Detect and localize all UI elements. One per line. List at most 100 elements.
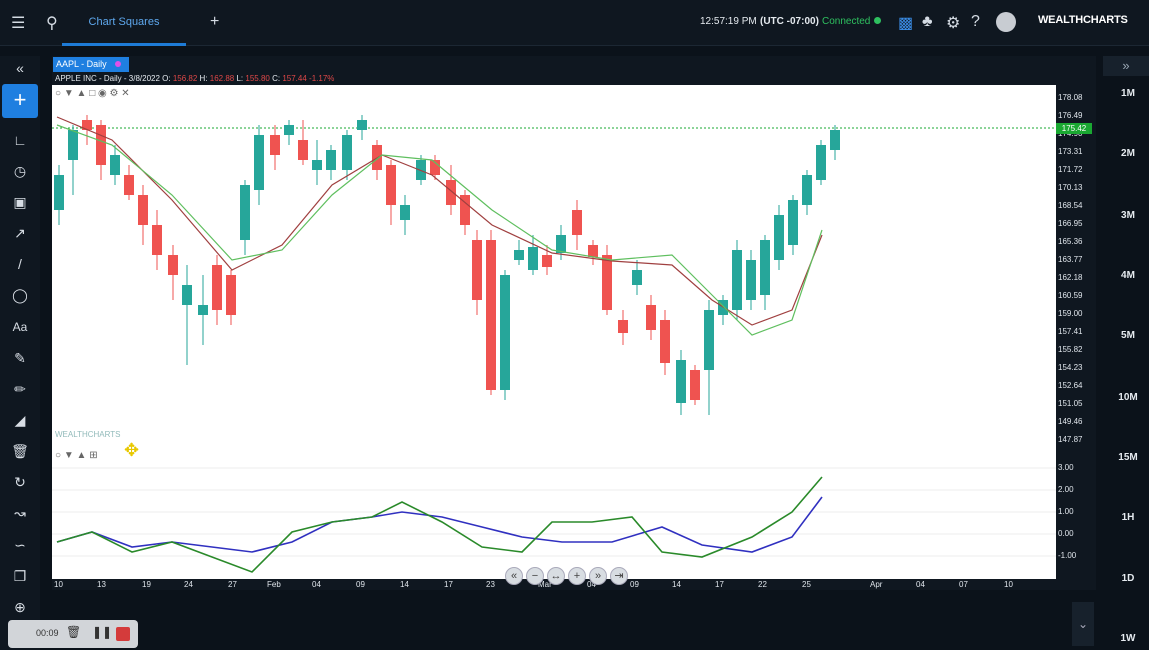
- candle-body: [542, 255, 552, 267]
- date-tick: 14: [672, 580, 681, 589]
- fit-icon[interactable]: ↔: [547, 567, 565, 585]
- measure-icon[interactable]: ◢: [14, 412, 26, 428]
- drawing-toolbar: « + ∟ ◷ ▣ ↗ / ◯ Aa ✎ ✏ ◢ 🗑 ↻ ↝ ∽ ❐ ⊕: [0, 56, 40, 650]
- date-tick: 22: [758, 580, 767, 589]
- candle-body: [110, 155, 120, 175]
- collapse-left-button[interactable]: «: [16, 60, 24, 76]
- up-icon[interactable]: ▲: [76, 450, 87, 461]
- timeframe-2m[interactable]: 2M: [1121, 148, 1135, 159]
- timeframe-5m[interactable]: 5M: [1121, 330, 1135, 341]
- price-tick: 168.54: [1058, 201, 1083, 210]
- gear-icon[interactable]: ⚙: [109, 88, 119, 99]
- price-tick: 176.49: [1058, 111, 1083, 120]
- bell-icon[interactable]: ♣: [922, 13, 933, 30]
- menu-icon[interactable]: ☰: [11, 15, 26, 32]
- timeframe-1w[interactable]: 1W: [1120, 633, 1136, 644]
- close-icon[interactable]: ○: [55, 450, 62, 461]
- tab-chart-squares[interactable]: Chart Squares: [62, 0, 186, 46]
- timeframe-1h[interactable]: 1H: [1121, 512, 1135, 523]
- trend-icon[interactable]: ↗: [14, 225, 26, 241]
- connection-status: Connected: [822, 16, 882, 27]
- price-chart[interactable]: [52, 85, 1056, 447]
- candle-body: [472, 240, 482, 300]
- date-tick: 14: [400, 580, 409, 589]
- date-tick: 10: [1004, 580, 1013, 589]
- price-tick: 154.23: [1058, 363, 1083, 372]
- ma-short-line: [56, 116, 823, 326]
- timeframe-1m[interactable]: 1M: [1121, 88, 1135, 99]
- line-tool-icon[interactable]: /: [18, 256, 22, 272]
- ohlc-info: APPLE INC - Daily - 3/8/2022 O: 156.82 H…: [55, 74, 335, 83]
- zoom-in-icon[interactable]: +: [568, 567, 586, 585]
- layers-icon[interactable]: ❐: [13, 568, 27, 584]
- strategy-icon[interactable]: ∽: [14, 537, 26, 553]
- date-tick: 09: [356, 580, 365, 589]
- stop-icon[interactable]: [116, 627, 130, 641]
- candle-body: [124, 175, 134, 195]
- calendar-icon[interactable]: ▣: [13, 194, 27, 210]
- collapse-bottom-button[interactable]: ⌄: [1072, 602, 1094, 646]
- status-dot-icon: [874, 17, 882, 24]
- price-axis: 178.08176.49174.90173.31171.72170.13168.…: [1056, 85, 1096, 579]
- gear-icon[interactable]: ⚙: [946, 15, 961, 32]
- down-icon[interactable]: ▼: [63, 88, 74, 99]
- timeframe-10m[interactable]: 10M: [1118, 392, 1138, 403]
- candle-body: [357, 120, 367, 130]
- shape-tool-icon[interactable]: ◯: [12, 287, 28, 303]
- search-icon[interactable]: ⚲: [46, 15, 58, 32]
- eye-icon[interactable]: ◉: [98, 88, 107, 99]
- down-icon[interactable]: ▼: [63, 450, 74, 461]
- add-button[interactable]: +: [2, 84, 38, 118]
- minimize-icon[interactable]: □: [89, 88, 96, 99]
- collapse-right-button[interactable]: »: [1103, 56, 1149, 76]
- add-icon[interactable]: ⊞: [89, 450, 98, 461]
- candle-body: [226, 275, 236, 315]
- price-tick: 166.95: [1058, 219, 1083, 228]
- osc-tick: 3.00: [1058, 463, 1074, 472]
- refresh-icon[interactable]: ↻: [14, 474, 26, 490]
- remove-icon[interactable]: ✕: [121, 88, 130, 99]
- avatar[interactable]: [996, 12, 1016, 32]
- candle-body: [556, 235, 566, 253]
- indicator-icon[interactable]: ↝: [14, 505, 26, 521]
- chart-symbol-label[interactable]: AAPL - Daily: [53, 57, 129, 72]
- candle-body: [312, 160, 322, 170]
- candle-body: [690, 370, 700, 400]
- forward-icon[interactable]: »: [589, 567, 607, 585]
- oscillator-chart[interactable]: [52, 447, 1056, 579]
- save-icon[interactable]: ▩: [898, 15, 914, 32]
- date-tick: 17: [444, 580, 453, 589]
- date-tick: 23: [486, 580, 495, 589]
- candle-body: [774, 215, 784, 260]
- candle-body: [486, 240, 496, 390]
- candle-body: [788, 200, 798, 245]
- timeframe-1d[interactable]: 1D: [1121, 573, 1135, 584]
- candle-body: [54, 175, 64, 210]
- end-icon[interactable]: ⇥: [610, 567, 628, 585]
- trash-icon[interactable]: 🗑: [66, 625, 82, 639]
- color-dot-icon: [114, 61, 121, 67]
- chart-type-icon[interactable]: ∟: [13, 132, 27, 148]
- timeframe-panel: [1096, 56, 1149, 650]
- text-tool-icon[interactable]: Aa: [12, 320, 28, 334]
- help-icon[interactable]: ?: [971, 13, 980, 30]
- rewind-icon[interactable]: «: [505, 567, 523, 585]
- candle-body: [342, 135, 352, 170]
- clock-icon[interactable]: ◷: [13, 163, 27, 179]
- brush-icon[interactable]: ✎: [14, 350, 26, 366]
- pause-icon[interactable]: ❚❚: [92, 625, 113, 639]
- close-icon[interactable]: ○: [55, 88, 62, 99]
- candle-body: [430, 160, 440, 175]
- price-tick: 149.46: [1058, 417, 1083, 426]
- ruler-icon[interactable]: ✏: [14, 381, 26, 397]
- target-icon[interactable]: ⊕: [14, 599, 26, 615]
- add-tab-icon[interactable]: +: [210, 13, 220, 30]
- timeframe-3m[interactable]: 3M: [1121, 210, 1135, 221]
- up-icon[interactable]: ▲: [76, 88, 87, 99]
- timeframe-15m[interactable]: 15M: [1118, 452, 1138, 463]
- zoom-out-icon[interactable]: −: [526, 567, 544, 585]
- price-tick: 160.59: [1058, 291, 1083, 300]
- trash-icon[interactable]: 🗑: [11, 443, 29, 459]
- timeframe-4m[interactable]: 4M: [1121, 270, 1135, 281]
- candle-body: [198, 305, 208, 315]
